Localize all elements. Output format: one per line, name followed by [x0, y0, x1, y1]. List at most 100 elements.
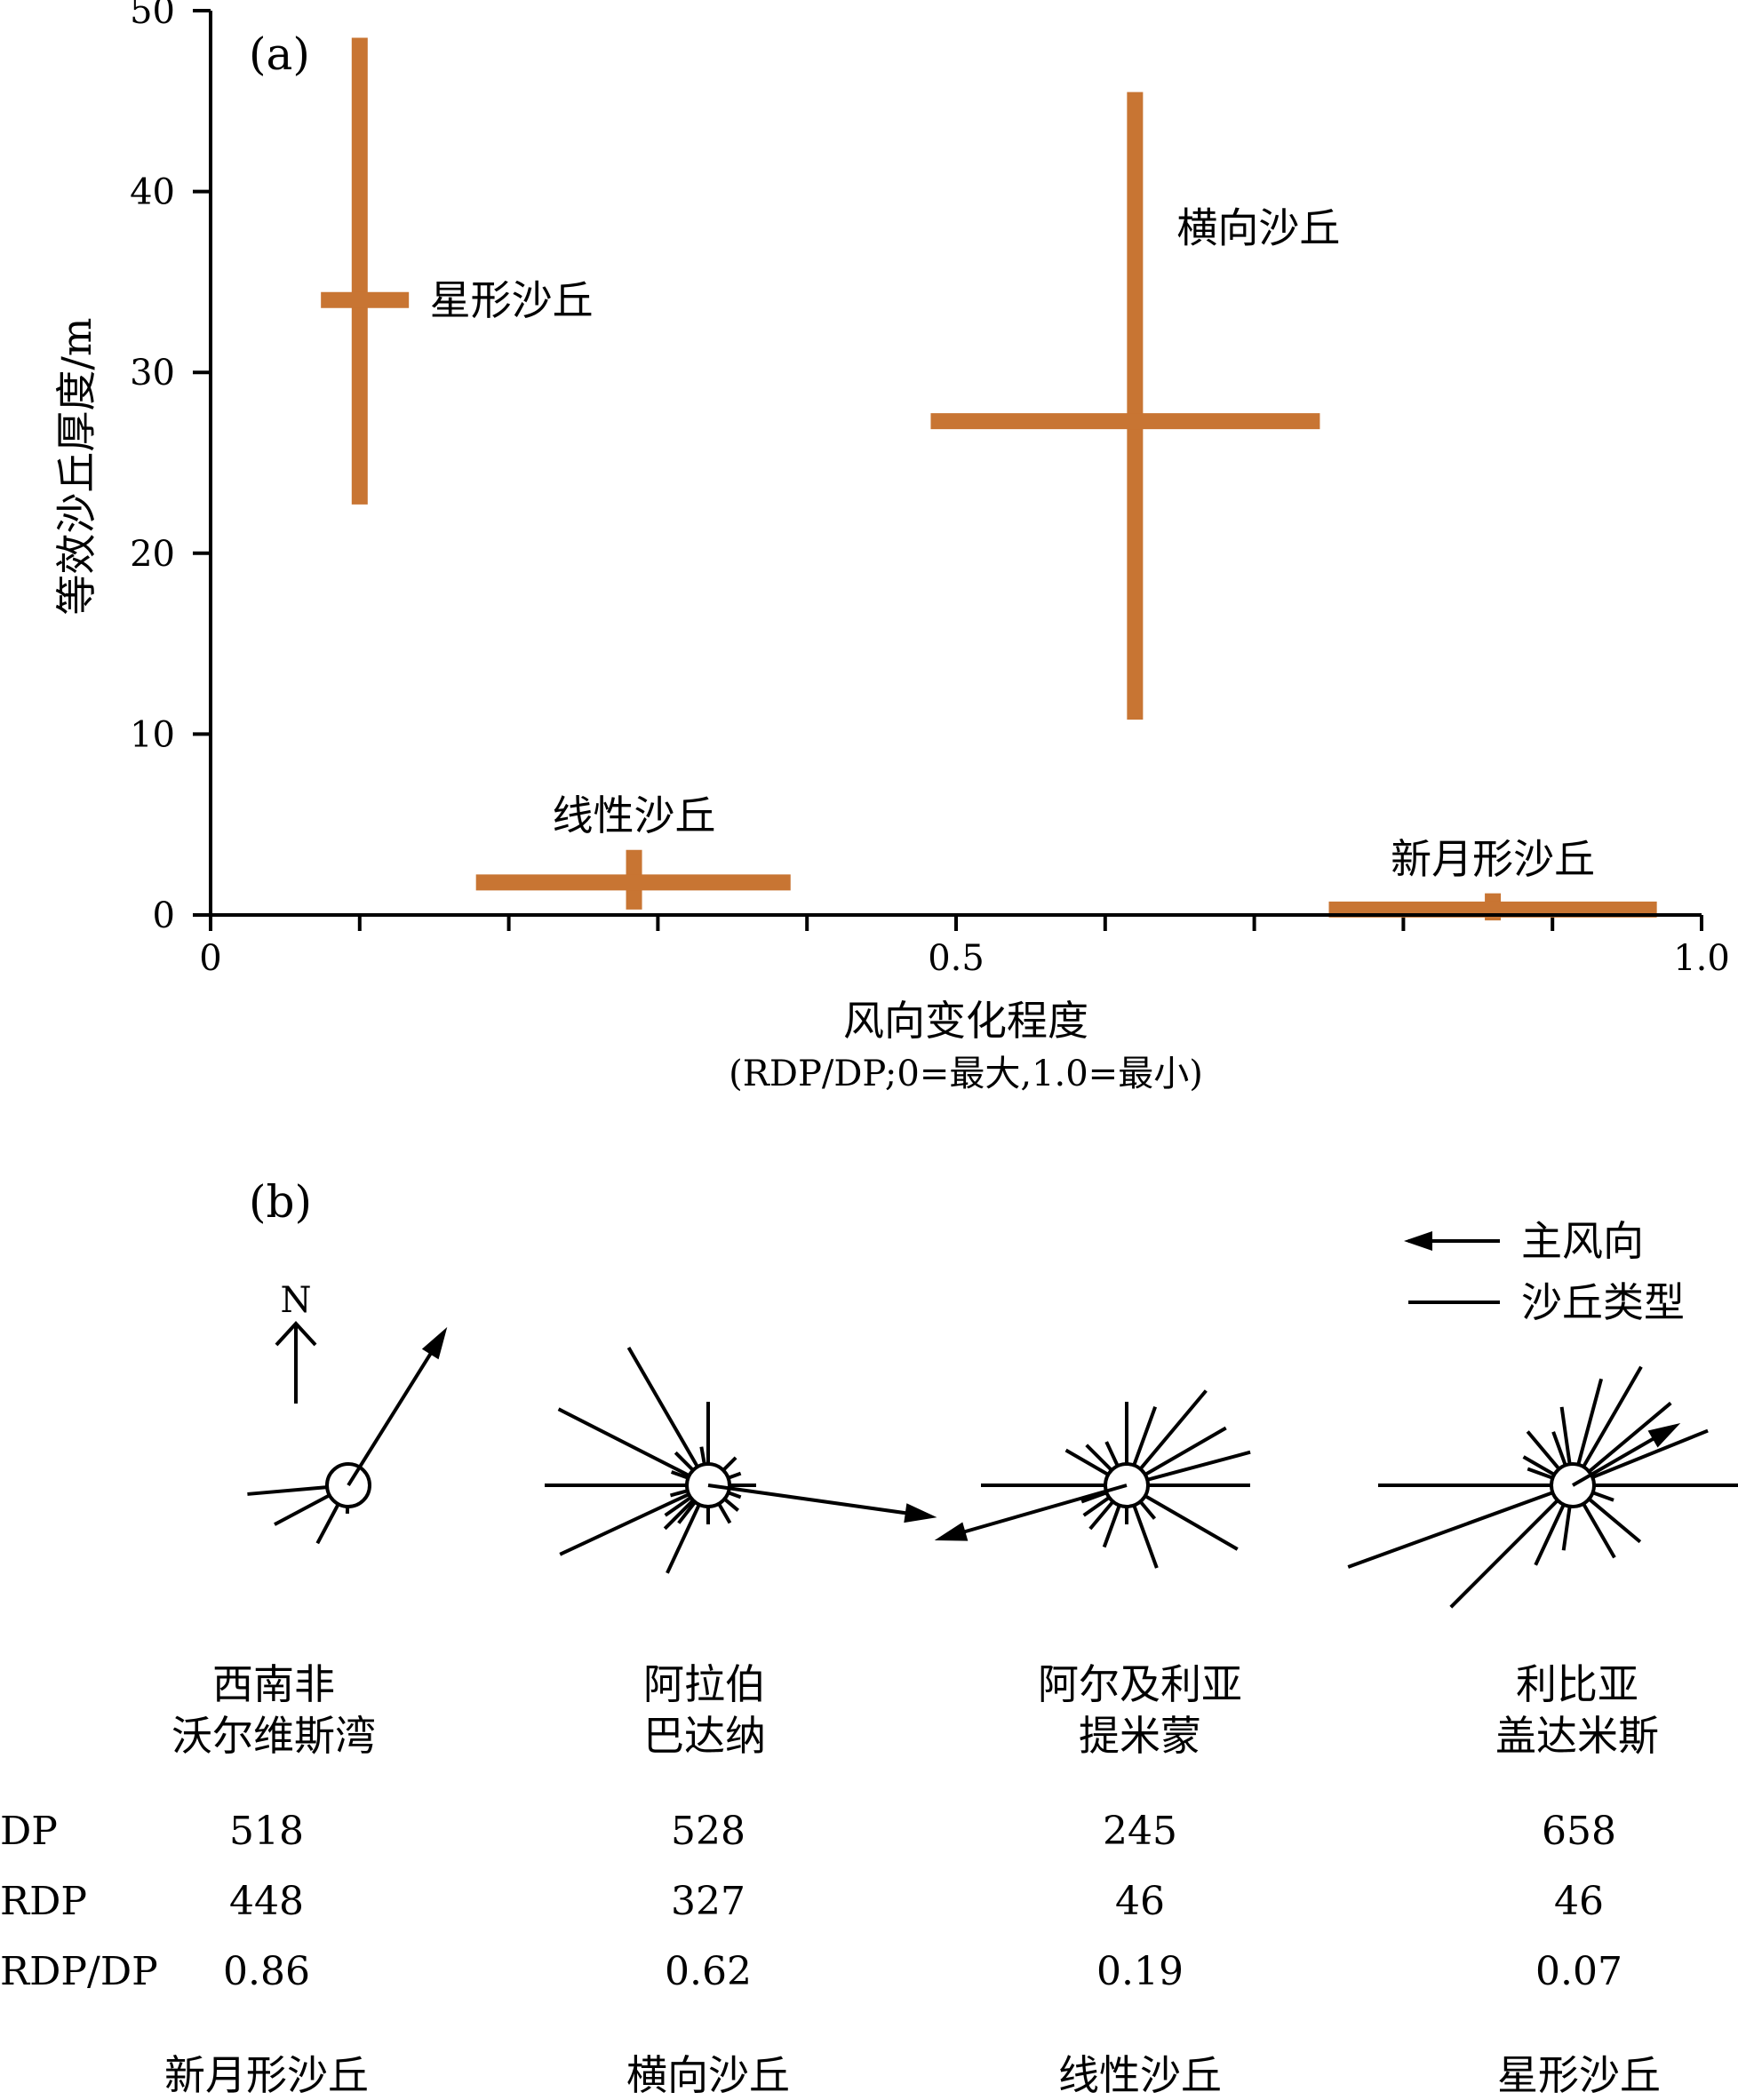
dune-direction-ray: [1104, 1441, 1120, 1468]
dune-direction-ray: [1085, 1444, 1113, 1472]
dune-direction-ray: [247, 1485, 328, 1496]
site-4-name-line1: 利比亚: [1516, 1660, 1638, 1708]
error-cross: [930, 91, 1320, 720]
dune-direction-ray: [722, 1456, 737, 1472]
dune-direction-ray: [1064, 1448, 1110, 1476]
row-label-dp: DP: [0, 1809, 58, 1854]
dune-direction-ray: [717, 1502, 732, 1524]
site-4-dune-type: 星形沙丘: [1497, 2051, 1661, 2099]
dune-direction-ray: [1102, 1504, 1121, 1548]
site-4-dp: 658: [1542, 1809, 1616, 1854]
dune-direction-ray: [1080, 1491, 1108, 1504]
main-wind-arrow-icon: [707, 1484, 920, 1517]
site-2-rdp: 327: [671, 1879, 745, 1924]
site-3-ratio: 0.19: [1096, 1949, 1184, 1994]
dune-direction-ray: [1144, 1426, 1227, 1476]
site-1-name-line2: 沃尔维斯湾: [171, 1712, 376, 1760]
dune-direction-ray: [669, 1489, 689, 1498]
dune-direction-ray: [1132, 1405, 1158, 1467]
site-3-name-line1: 阿尔及利亚: [1038, 1660, 1242, 1708]
dune-direction-ray: [1526, 1430, 1561, 1470]
site-1-dp: 518: [229, 1809, 304, 1854]
site-2-dune-type: 横向沙丘: [626, 2051, 790, 2099]
dune-direction-ray: [677, 1500, 697, 1524]
main-wind-arrowhead-icon: [934, 1522, 969, 1541]
dune-direction-ray: [1559, 1406, 1572, 1465]
error-bars: [321, 37, 1657, 921]
dune-direction-ray: [663, 1499, 695, 1531]
site-3-name-line2: 提米蒙: [1079, 1712, 1201, 1760]
dune-direction-ray: [1561, 1506, 1572, 1551]
dune-direction-ray: [1449, 1499, 1559, 1609]
site-names: 西南非 沃尔维斯湾 阿拉伯 巴达纳 阿尔及利亚 提米蒙 利比亚 盖达米斯: [171, 1660, 1659, 1760]
x-axis-sublabel: (RDP/DP;0=最大,1.0=最小): [729, 1054, 1203, 1094]
error-cross: [475, 849, 791, 910]
dune-direction-ray: [1534, 1503, 1566, 1566]
chart-a: (a) 0 10 20 30 40 50 0 0.5 1.0 星形沙丘 横向沙丘线性沙丘新月形沙丘…: [52, 0, 1730, 1094]
main-wind-arrowhead-icon: [904, 1503, 937, 1523]
site-3-dune-type: 线性沙丘: [1058, 2051, 1222, 2099]
dune-type-legend-label: 沙丘类型: [1521, 1278, 1685, 1326]
dune-direction-ray: [1582, 1502, 1616, 1559]
error-cross: [321, 37, 410, 505]
dune-direction-ray: [274, 1493, 331, 1526]
x-tick-label: 0.5: [928, 938, 985, 979]
y-tick-label: 30: [130, 353, 175, 394]
dune-direction-ray: [1527, 1467, 1554, 1480]
dune-direction-ray: [1522, 1455, 1556, 1476]
site-1-dune-type: 新月形沙丘: [164, 2051, 369, 2099]
dune-label: 新月形沙丘: [1391, 835, 1595, 883]
panel-a-label: (a): [249, 28, 310, 80]
wind-rose: [545, 1346, 937, 1574]
dune-direction-ray: [727, 1491, 742, 1499]
site-1-rdp: 448: [229, 1879, 304, 1924]
dune-direction-ray: [1146, 1450, 1251, 1482]
dune-direction-ray: [1588, 1401, 1672, 1474]
dune-direction-ray: [1551, 1431, 1567, 1467]
site-2-name-line1: 阿拉伯: [643, 1660, 766, 1708]
panel-b-label: (b): [249, 1176, 312, 1228]
dune-direction-ray: [1591, 1428, 1709, 1479]
dune-direction-ray: [1582, 1365, 1643, 1468]
dune-direction-ray: [1088, 1500, 1115, 1531]
x-tick-label: 1.0: [1673, 938, 1730, 979]
site-2-name-line2: 巴达纳: [643, 1712, 766, 1760]
dune-direction-ray: [1591, 1491, 1614, 1502]
wind-roses: [247, 1326, 1738, 1609]
dune-direction-ray: [666, 1503, 701, 1574]
dune-direction-ray: [1138, 1389, 1208, 1470]
dune-direction-ray: [1347, 1491, 1554, 1569]
dune-direction-ray: [315, 1503, 340, 1545]
site-4-rdp: 46: [1554, 1879, 1604, 1924]
dune-label: 横向沙丘: [1176, 203, 1340, 251]
legend: 主风向 沙丘类型: [1404, 1217, 1685, 1326]
y-tick-label: 20: [130, 534, 175, 575]
x-axis-label: 风向变化程度: [843, 997, 1088, 1045]
dune-direction-ray: [1082, 1496, 1111, 1517]
wind-diagrams: (b) N 主风向 沙丘类型 西南非 沃尔维斯湾 阿拉伯 巴达纳 阿尔及利亚 提…: [0, 1176, 1738, 2099]
north-label: N: [281, 1280, 312, 1321]
dune-direction-ray: [1132, 1504, 1159, 1569]
dune-direction-ray: [699, 1446, 706, 1465]
y-tick-label: 50: [130, 0, 175, 32]
y-tick-label: 0: [153, 895, 175, 936]
site-3-dp: 245: [1103, 1809, 1177, 1854]
main-wind-arrow-icon: [951, 1484, 1128, 1538]
dune-label: 线性沙丘: [553, 791, 716, 839]
north-indicator: N: [275, 1280, 317, 1404]
site-1-name-line1: 西南非: [212, 1660, 335, 1708]
site-4-ratio: 0.07: [1535, 1949, 1622, 1994]
y-tick-label: 10: [130, 714, 175, 755]
main-wind-legend-label: 主风向: [1521, 1217, 1644, 1265]
wind-rose: [1347, 1365, 1738, 1609]
dune-direction-ray: [1588, 1497, 1642, 1544]
dune-direction-ray: [727, 1471, 742, 1480]
main-wind-arrowhead-icon: [421, 1326, 448, 1360]
dune-direction-ray: [559, 1492, 690, 1556]
stats-table: DP RDP RDP/DP 518 448 0.86 528 327 0.62 …: [0, 1809, 1661, 2099]
site-3-rdp: 46: [1115, 1879, 1165, 1924]
dune-direction-ray: [674, 1451, 695, 1472]
wind-rose: [934, 1389, 1251, 1569]
north-arrowhead-icon: [275, 1321, 317, 1347]
